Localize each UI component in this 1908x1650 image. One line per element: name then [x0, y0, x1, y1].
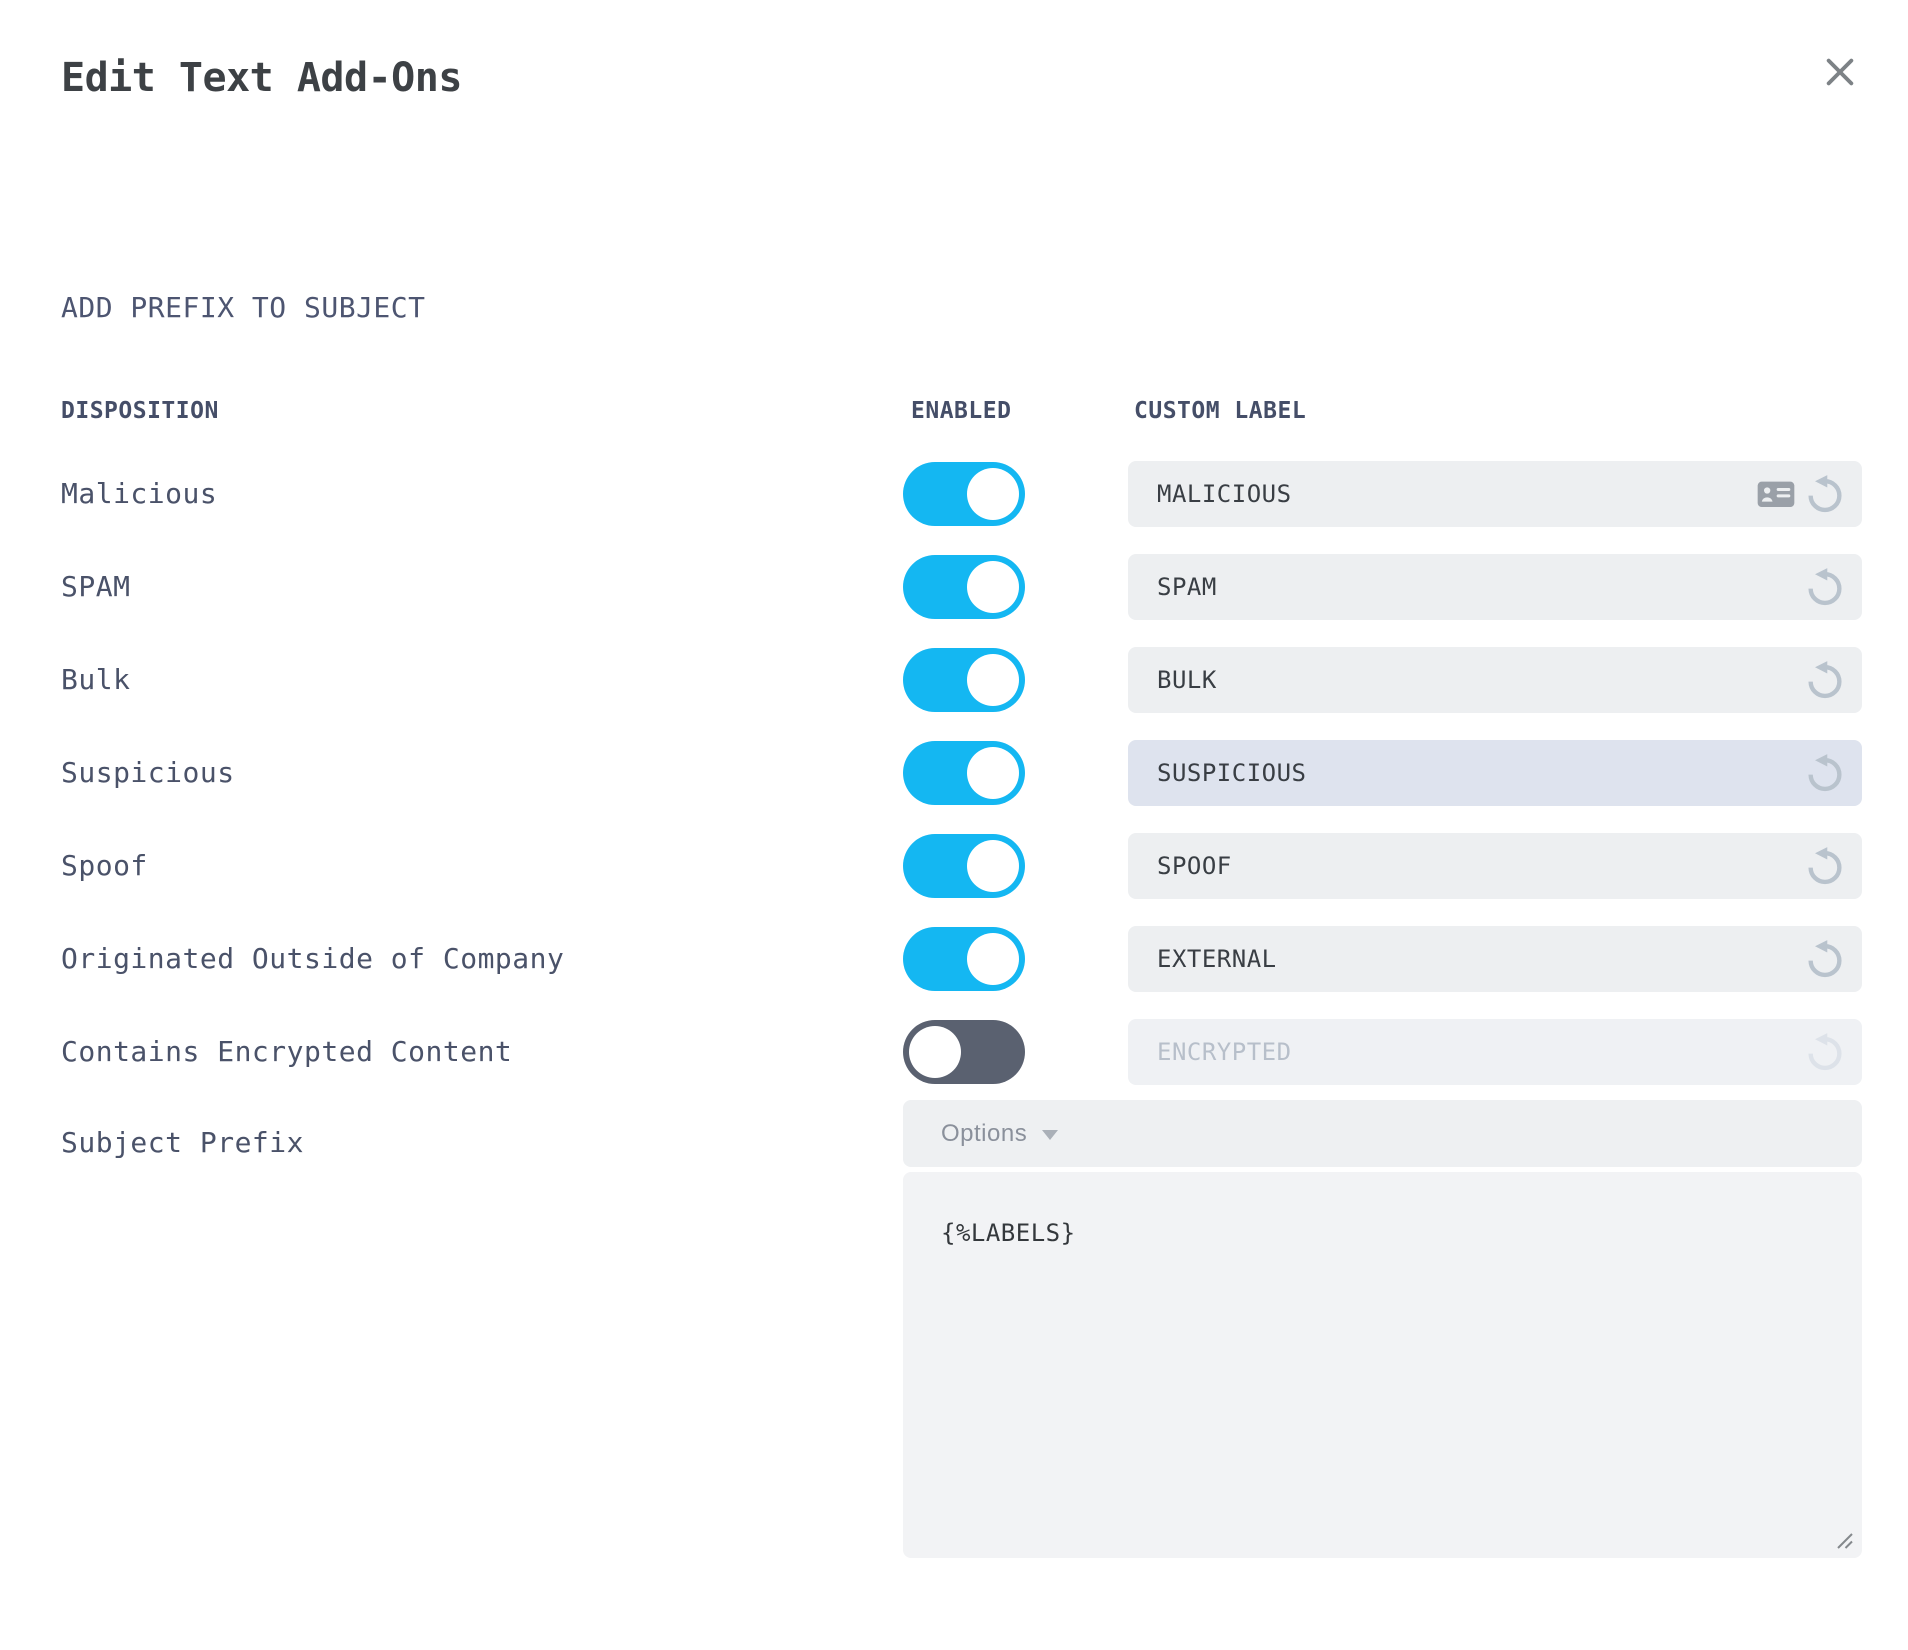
disposition-label: Contains Encrypted Content	[61, 1035, 513, 1068]
enabled-toggle[interactable]	[903, 740, 1025, 805]
custom-label-value: ENCRYPTED	[1157, 1037, 1292, 1066]
enabled-toggle[interactable]	[903, 833, 1025, 898]
close-button[interactable]	[1814, 46, 1866, 98]
disposition-row: Bulk BULK	[61, 633, 1862, 726]
custom-label-field[interactable]: SPAM	[1128, 553, 1862, 620]
disposition-label: SPAM	[61, 570, 131, 603]
custom-label-value: SUSPICIOUS	[1157, 758, 1307, 787]
dialog-title: Edit Text Add-Ons	[61, 55, 462, 101]
disposition-row: SPAM SPAM	[61, 540, 1862, 633]
custom-label-field[interactable]: EXTERNAL	[1128, 925, 1862, 992]
custom-label-value: MALICIOUS	[1157, 479, 1292, 508]
reset-icon[interactable]	[1804, 1031, 1846, 1073]
toggle-knob	[967, 467, 1019, 520]
subject-prefix-textarea[interactable]: {%LABELS}	[903, 1172, 1862, 1558]
close-icon	[1820, 52, 1860, 92]
column-header-disposition: DISPOSITION	[61, 398, 219, 424]
custom-label-value: BULK	[1157, 665, 1217, 694]
custom-label-field[interactable]: SPOOF	[1128, 832, 1862, 899]
column-headers: DISPOSITION ENABLED CUSTOM LABEL	[61, 398, 1862, 425]
toggle-knob	[967, 746, 1019, 799]
toggle-knob	[967, 932, 1019, 985]
column-header-enabled: ENABLED	[911, 398, 1012, 424]
enabled-toggle[interactable]	[903, 461, 1025, 526]
reset-icon[interactable]	[1804, 752, 1846, 794]
reset-icon[interactable]	[1804, 845, 1846, 887]
chevron-down-icon	[1042, 1130, 1059, 1140]
toggle-knob	[967, 839, 1019, 892]
custom-label-value: SPAM	[1157, 572, 1217, 601]
custom-label-field[interactable]: SUSPICIOUS	[1128, 739, 1862, 806]
reset-icon[interactable]	[1804, 473, 1846, 515]
toggle-knob	[909, 1025, 961, 1078]
custom-label-value: SPOOF	[1157, 851, 1232, 880]
column-header-custom-label: CUSTOM LABEL	[1134, 398, 1307, 424]
custom-label-field[interactable]: MALICIOUS	[1128, 460, 1862, 527]
subject-prefix-label: Subject Prefix	[61, 1126, 305, 1159]
enabled-toggle[interactable]	[903, 554, 1025, 619]
enabled-toggle[interactable]	[903, 1019, 1025, 1084]
reset-icon[interactable]	[1804, 566, 1846, 608]
disposition-label: Spoof	[61, 849, 148, 882]
custom-label-field[interactable]: ENCRYPTED	[1128, 1018, 1862, 1085]
options-dropdown-label: Options	[941, 1119, 1028, 1147]
enabled-toggle[interactable]	[903, 647, 1025, 712]
disposition-label: Bulk	[61, 663, 131, 696]
toggle-knob	[967, 560, 1019, 613]
disposition-row: Suspicious SUSPICIOUS	[61, 726, 1862, 819]
disposition-row: Spoof SPOOF	[61, 819, 1862, 912]
disposition-label: Malicious	[61, 477, 218, 510]
disposition-label: Originated Outside of Company	[61, 942, 565, 975]
subject-prefix-row: Subject Prefix Options {%LABELS}	[61, 1100, 1862, 1558]
subject-prefix-value: {%LABELS}	[941, 1219, 1076, 1247]
custom-label-value: EXTERNAL	[1157, 944, 1277, 973]
section-heading-add-prefix-to-subject: ADD PREFIX TO SUBJECT	[61, 291, 426, 324]
custom-label-field[interactable]: BULK	[1128, 646, 1862, 713]
reset-icon[interactable]	[1804, 938, 1846, 980]
disposition-rows: Malicious MALICIOUS	[61, 447, 1862, 1098]
disposition-row: Contains Encrypted Content ENCRYPTED	[61, 1005, 1862, 1098]
resize-handle-icon[interactable]	[1835, 1531, 1855, 1551]
reset-icon[interactable]	[1804, 659, 1846, 701]
disposition-label: Suspicious	[61, 756, 235, 789]
disposition-row: Malicious MALICIOUS	[61, 447, 1862, 540]
options-dropdown[interactable]: Options	[903, 1100, 1862, 1167]
enabled-toggle[interactable]	[903, 926, 1025, 991]
disposition-row: Originated Outside of Company EXTERNAL	[61, 912, 1862, 1005]
contact-card-icon[interactable]	[1756, 474, 1796, 514]
toggle-knob	[967, 653, 1019, 706]
subject-prefix-editor: Options {%LABELS}	[903, 1100, 1862, 1558]
